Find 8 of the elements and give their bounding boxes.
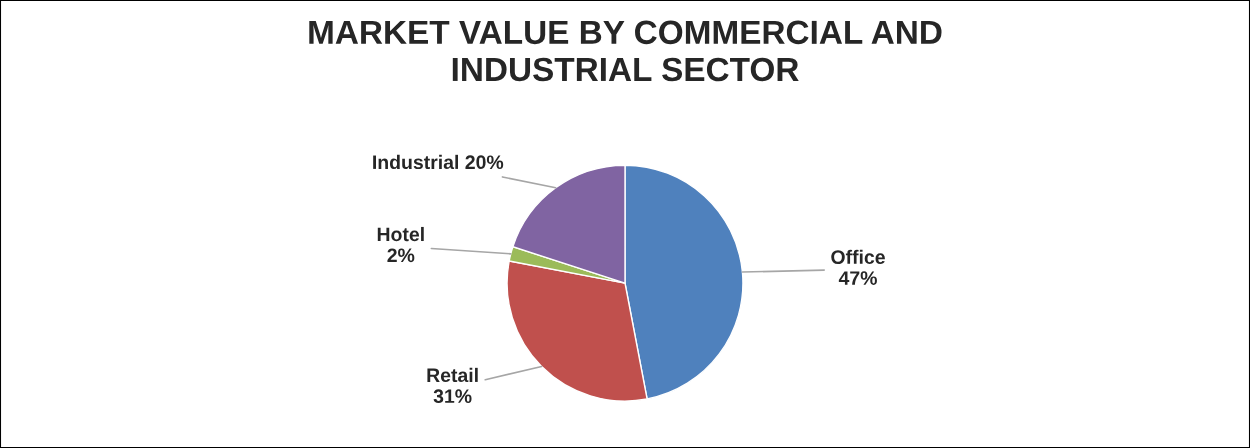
data-label: 31%: [433, 389, 472, 404]
slice-label: Industrial 20%: [373, 154, 504, 170]
slice-label: Retail: [427, 367, 478, 383]
slice-label: Hotel: [377, 226, 424, 242]
chart-title: MARKET VALUE BY COMMERCIAL AND INDUSTRIAL SECTOR: [309, 20, 942, 82]
data-label: 47%: [838, 271, 877, 285]
data-label: 2%: [387, 248, 415, 263]
slice-label: Office: [831, 249, 885, 265]
